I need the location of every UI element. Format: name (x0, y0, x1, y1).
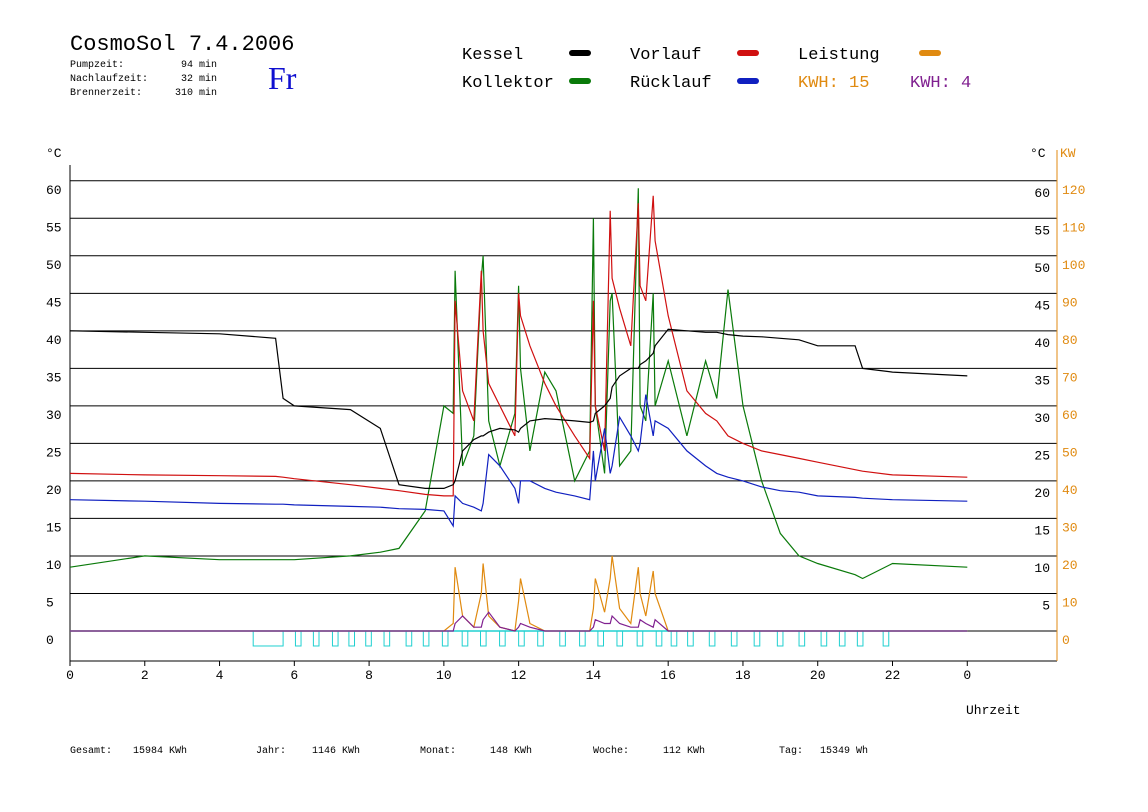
stat-label: Pumpzeit: (70, 59, 124, 71)
y-tick-label: 60 (46, 183, 62, 198)
y2-tick-label: 120 (1062, 183, 1085, 198)
footer-value: 15984 KWh (133, 745, 187, 757)
pump-interval (616, 630, 624, 647)
weekday: Fr (268, 60, 297, 96)
legend-label: Kessel (462, 46, 523, 65)
y-tick-label: 20 (46, 483, 62, 498)
y-right-tick-label: 40 (1034, 336, 1050, 351)
y-right-tick-label: 45 (1034, 298, 1050, 313)
stat-label: Nachlaufzeit: (70, 73, 148, 85)
y-tick-label: 45 (46, 295, 62, 310)
y2-tick-label: 10 (1062, 595, 1078, 610)
y2-tick-label: 20 (1062, 558, 1078, 573)
x-tick-label: 22 (885, 668, 901, 683)
pump-interval (597, 630, 605, 647)
y-tick-label: 50 (46, 258, 62, 273)
footer-value: 15349 Wh (820, 745, 868, 757)
pump-interval (499, 630, 506, 647)
footer-value: 1146 KWh (312, 745, 360, 757)
stat-label: Brennerzeit: (70, 87, 142, 99)
y2-tick-label: 90 (1062, 295, 1078, 310)
legend-label: Kollektor (462, 74, 554, 93)
pump-interval (636, 630, 644, 647)
pump-interval (655, 630, 663, 647)
y2-tick-label: 100 (1062, 258, 1085, 273)
series-line (69, 195, 968, 497)
x-tick-label: 0 (66, 668, 74, 683)
y-right-tick-label: 5 (1042, 598, 1050, 613)
x-tick-label: 12 (511, 668, 527, 683)
y-right-tick-label: 50 (1034, 261, 1050, 276)
x-tick-label: 10 (436, 668, 452, 683)
y2-tick-label: 60 (1062, 408, 1078, 423)
y2-tick-label: 40 (1062, 483, 1078, 498)
y-tick-label: 15 (46, 520, 62, 535)
stat-value: 310 min (175, 87, 217, 99)
pump-interval (518, 630, 525, 647)
y-right-tick-label: 55 (1034, 223, 1050, 238)
stat-value: 32 min (181, 73, 217, 85)
y-tick-label: 35 (46, 370, 62, 385)
y2-axis-label: °C (1030, 146, 1046, 161)
x-tick-label: 4 (216, 668, 224, 683)
legend-label: Rücklauf (630, 74, 712, 93)
y2-tick-label: 50 (1062, 445, 1078, 460)
stat-value: 94 min (181, 59, 217, 71)
y-tick-label: 0 (46, 633, 54, 648)
y-right-tick-label: 10 (1034, 561, 1050, 576)
legend-label: Leistung (798, 46, 880, 65)
y-axis-label: °C (46, 146, 62, 161)
y-tick-label: 30 (46, 408, 62, 423)
y2-tick-label: 110 (1062, 220, 1085, 235)
y-tick-label: 10 (46, 558, 62, 573)
x-tick-label: 16 (660, 668, 676, 683)
y2-axis-label: KW (1060, 146, 1076, 161)
legend-label: KWH: 4 (910, 74, 971, 93)
y2-tick-label: 30 (1062, 520, 1078, 535)
y2-tick-label: 80 (1062, 333, 1078, 348)
x-tick-label: 6 (290, 668, 298, 683)
x-tick-label: 2 (141, 668, 149, 683)
title: CosmoSol 7.4.2006 (70, 32, 294, 57)
series-line (69, 394, 968, 528)
footer-label: Woche: (593, 745, 629, 757)
y-right-tick-label: 60 (1034, 186, 1050, 201)
y-right-tick-label: 30 (1034, 411, 1050, 426)
pump-interval (461, 630, 469, 647)
x-tick-label: 8 (365, 668, 373, 683)
legend-kwh: KWH: 15 (798, 74, 869, 93)
x-tick-label: 18 (735, 668, 751, 683)
footer-label: Monat: (420, 746, 456, 757)
y2-tick-label: 0 (1062, 633, 1070, 648)
series-line (69, 328, 968, 489)
y-tick-label: 5 (46, 595, 54, 610)
y-right-tick-label: 25 (1034, 448, 1050, 463)
x-tick-label: 0 (963, 668, 971, 683)
y-tick-label: 55 (46, 220, 62, 235)
y-right-tick-label: 35 (1034, 373, 1050, 388)
y2-tick-label: 70 (1062, 370, 1078, 385)
pump-interval (480, 630, 487, 647)
footer-label: Jahr: (256, 745, 286, 757)
x-tick-label: 14 (586, 668, 602, 683)
y-right-tick-label: 20 (1034, 486, 1050, 501)
footer-value: 148 KWh (490, 745, 532, 757)
y-tick-label: 25 (46, 445, 62, 460)
series-line (70, 611, 968, 632)
footer-value: 112 KWh (663, 745, 705, 757)
y-right-tick-label: 15 (1034, 523, 1050, 538)
legend-label: Vorlauf (630, 46, 701, 65)
y-tick-label: 40 (46, 333, 62, 348)
footer-label: Gesamt: (70, 746, 112, 757)
x-tick-label: 20 (810, 668, 826, 683)
footer-label: Tag: (779, 746, 803, 757)
x-axis-label: Uhrzeit (966, 703, 1021, 718)
pump-interval (537, 630, 544, 647)
